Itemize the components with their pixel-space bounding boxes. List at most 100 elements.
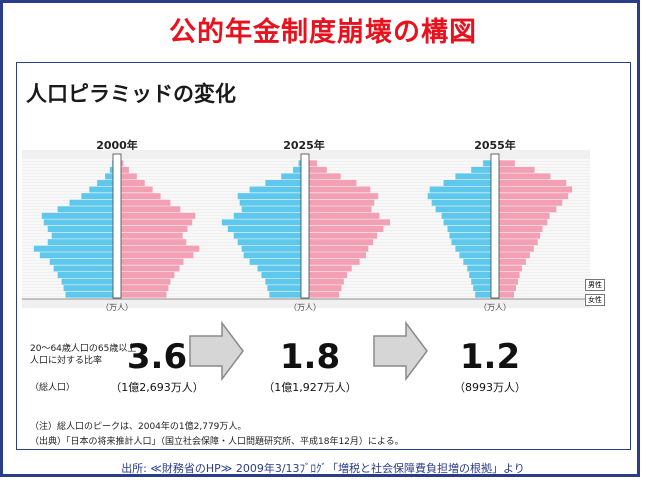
female-bar xyxy=(309,166,327,173)
male-bar xyxy=(97,180,113,186)
male-bar xyxy=(81,193,113,200)
female-bar xyxy=(499,219,548,226)
male-bar xyxy=(261,272,301,278)
male-bar xyxy=(467,265,491,272)
male-bar xyxy=(49,258,113,265)
pyramid-2000 xyxy=(22,150,212,308)
male-bar xyxy=(41,212,113,219)
female-bar xyxy=(499,193,569,200)
male-bar xyxy=(475,291,491,298)
female-bar xyxy=(121,219,193,226)
male-bar xyxy=(267,285,301,292)
male-bar xyxy=(293,166,301,173)
female-bar xyxy=(309,285,342,292)
male-bar xyxy=(451,239,491,246)
population-2055: （8993万人） xyxy=(454,381,526,394)
female-bar xyxy=(309,272,347,278)
unit-label-2025: （万人） xyxy=(289,303,321,312)
female-bar xyxy=(499,258,526,265)
male-bar xyxy=(243,252,301,259)
male-bar xyxy=(63,285,113,292)
age-axis xyxy=(490,153,500,299)
male-bar xyxy=(39,252,113,259)
unit-label-2055: （万人） xyxy=(479,303,511,312)
year-label-2055: 2055年 xyxy=(474,139,516,152)
female-bar xyxy=(121,239,187,246)
female-bar xyxy=(121,252,194,259)
male-bar xyxy=(221,219,301,226)
age-axis xyxy=(300,153,310,299)
male-bar xyxy=(269,291,301,298)
male-bar xyxy=(241,206,301,213)
male-bar xyxy=(47,226,113,232)
male-bar xyxy=(53,265,113,272)
female-bar xyxy=(499,252,530,259)
male-bar xyxy=(43,219,113,226)
male-bar xyxy=(265,180,301,186)
male-bar xyxy=(237,239,301,246)
female-bar xyxy=(121,285,169,292)
male-bar xyxy=(459,252,491,259)
male-bar xyxy=(239,199,301,206)
legend-female: 女性 xyxy=(585,294,605,306)
female-bar xyxy=(121,291,167,298)
male-bar xyxy=(281,173,301,180)
female-bar xyxy=(309,278,344,285)
female-bar xyxy=(309,239,374,246)
pyramid-2025-svg xyxy=(210,150,400,308)
male-bar xyxy=(109,166,113,173)
male-bar xyxy=(33,245,114,252)
female-bar xyxy=(121,173,137,180)
female-bar xyxy=(309,212,380,219)
female-bar xyxy=(309,226,384,232)
female-bar xyxy=(499,265,522,272)
male-bar xyxy=(455,245,491,252)
female-bar xyxy=(499,173,551,180)
male-bar xyxy=(65,291,113,298)
ratio-2000: 3.6 xyxy=(126,337,188,377)
female-bar xyxy=(121,232,183,239)
female-bar xyxy=(121,193,161,200)
female-bar xyxy=(121,199,171,206)
female-bar xyxy=(121,166,129,173)
female-bar xyxy=(499,272,520,278)
female-bar xyxy=(309,258,360,265)
female-bar xyxy=(121,186,153,193)
arrow-right-icon xyxy=(373,320,428,382)
male-bar xyxy=(441,212,491,219)
male-bar xyxy=(57,272,113,278)
male-bar xyxy=(427,193,491,200)
female-bar xyxy=(121,226,188,232)
male-bar xyxy=(227,226,301,232)
female-bar xyxy=(309,199,375,206)
female-bar xyxy=(499,212,550,219)
ratio-2055: 1.2 xyxy=(459,337,521,377)
female-bar xyxy=(121,160,124,167)
female-bar xyxy=(499,232,541,239)
male-bar xyxy=(51,232,113,239)
female-bar xyxy=(121,258,184,265)
female-bar xyxy=(499,226,543,232)
pyramid-2025 xyxy=(210,150,400,308)
pyramid-2000-svg xyxy=(22,150,212,308)
female-bar xyxy=(309,206,372,213)
male-bar xyxy=(471,166,491,173)
female-bar xyxy=(309,245,369,252)
male-bar xyxy=(429,186,491,193)
female-bar xyxy=(499,180,567,186)
male-bar xyxy=(233,212,301,219)
female-bar xyxy=(121,245,200,252)
male-bar xyxy=(463,258,491,265)
ratio-label: 20～64歳人口の65歳以上人口に対する比率 xyxy=(30,344,137,366)
panel-title: 人口ピラミッドの変化 xyxy=(26,82,236,106)
female-bar xyxy=(121,265,180,272)
legend: 男性 女性 xyxy=(585,279,605,309)
male-bar xyxy=(47,239,113,246)
female-bar xyxy=(309,193,379,200)
unit-label-2000: （万人） xyxy=(101,303,133,312)
age-axis xyxy=(112,153,122,299)
pyramid-2055 xyxy=(400,150,590,308)
female-bar xyxy=(499,160,515,167)
female-bar xyxy=(499,285,517,292)
male-bar xyxy=(249,258,301,265)
